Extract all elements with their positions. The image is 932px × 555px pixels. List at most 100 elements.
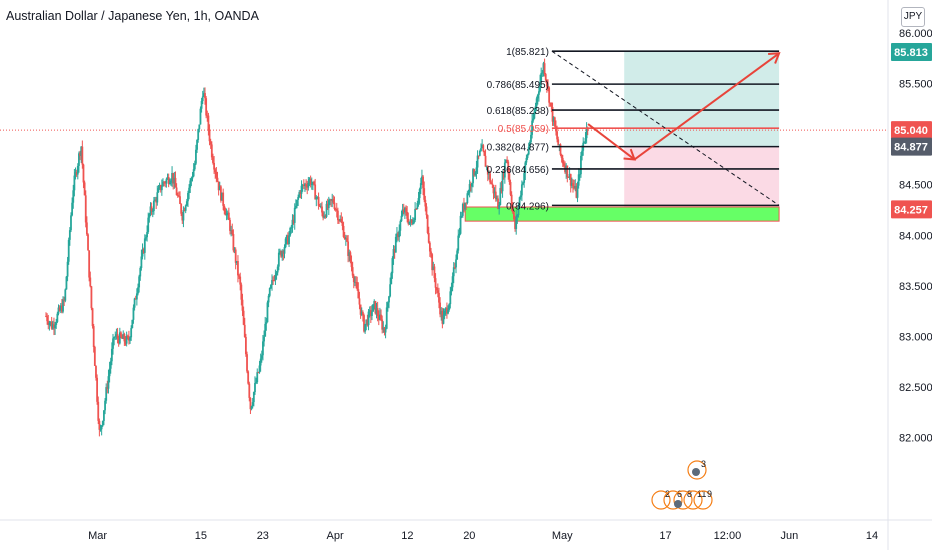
candle-body (187, 192, 189, 202)
candle-body (549, 102, 552, 104)
candle-body (101, 420, 104, 426)
candle-body (419, 183, 422, 190)
candle-body (251, 402, 254, 407)
candle-body (301, 184, 304, 186)
candle-body (79, 153, 81, 156)
candle-body (174, 177, 177, 188)
candle-body (423, 188, 426, 200)
x-tick-label: 15 (195, 530, 207, 542)
candle-body (574, 186, 577, 189)
candle-body (388, 296, 390, 303)
candle-body (309, 179, 312, 185)
candle-body (229, 219, 231, 231)
candle-body (344, 238, 347, 240)
event-marker-label: 11 (697, 489, 706, 499)
candle-body (534, 106, 537, 112)
candle-body (197, 129, 200, 140)
candle-body (247, 371, 250, 384)
candle-body (239, 276, 242, 285)
candle-body (145, 237, 147, 239)
candle-body (346, 238, 348, 242)
candle-body (182, 210, 185, 221)
candle-body (276, 266, 279, 273)
projection-segment (633, 52, 780, 161)
candle-body (171, 172, 173, 181)
candle-body (460, 215, 463, 217)
candle-body (89, 277, 92, 287)
candle-body (157, 188, 160, 193)
event-markers: 3 2 6 8 11 9 (651, 459, 713, 510)
candle-body (268, 288, 271, 296)
candle-body (446, 308, 448, 314)
currency-badge[interactable]: JPY (901, 7, 925, 27)
candle-body (218, 186, 221, 191)
candle-body (542, 63, 545, 73)
candle-body (133, 298, 136, 308)
candle-body (66, 261, 69, 277)
candle-body (407, 218, 410, 224)
candle-body (131, 319, 134, 329)
candle-body (165, 179, 168, 184)
candle-body (113, 337, 116, 339)
candle-body (96, 377, 99, 402)
candle-body (103, 410, 105, 421)
candle-body (300, 185, 303, 194)
candle-body (123, 334, 126, 342)
price-badge (891, 200, 932, 219)
candle-body (476, 155, 479, 168)
candle-body (202, 93, 205, 97)
candle-body (473, 169, 476, 176)
x-tick-label: 23 (257, 530, 269, 542)
candle-body (50, 321, 53, 329)
candle-body (421, 176, 423, 184)
candle-body (548, 87, 551, 103)
candle-body (396, 233, 398, 237)
candle-body (68, 230, 71, 240)
candle-body (390, 273, 393, 285)
candle-body (580, 155, 582, 175)
candle-body (176, 195, 179, 196)
candle-body (550, 102, 553, 108)
candle-body (364, 323, 367, 332)
candle-body (444, 308, 447, 311)
candle-body (329, 199, 331, 201)
candle-body (400, 215, 403, 222)
fib-level-label: 0.236(84.656) (487, 165, 549, 176)
candle-body (545, 80, 548, 87)
candle-body (343, 236, 346, 240)
candle-body (367, 311, 370, 326)
candle-body (505, 159, 507, 163)
candle-body (293, 207, 296, 223)
candle-body (500, 187, 503, 192)
fib-level-label: 0.5(85.059) (498, 124, 549, 135)
candle-body (189, 180, 192, 188)
candle-body (568, 174, 571, 178)
candle-body (330, 199, 332, 201)
candle-body (242, 310, 245, 325)
candle-body (110, 348, 113, 362)
candle-body (297, 197, 300, 200)
candle-body (296, 199, 298, 206)
candle-body (541, 72, 544, 74)
candle-body (484, 155, 487, 167)
candle-body (207, 115, 210, 130)
candle-body (530, 134, 532, 143)
candle-body (132, 307, 135, 320)
fib-trend-line (551, 50, 780, 206)
candle-body (150, 206, 153, 212)
candle-body (532, 118, 535, 121)
candle-body (477, 155, 480, 157)
candle-body (184, 205, 187, 211)
candle-body (456, 250, 459, 260)
candle-body (252, 392, 255, 403)
candle-body (134, 298, 137, 300)
candle-body (223, 205, 226, 212)
event-marker-circle (673, 490, 693, 510)
candle-body (198, 124, 201, 130)
candle-body (509, 181, 512, 195)
candle-body (399, 221, 402, 231)
candle-body (374, 300, 377, 314)
candle-body (348, 252, 351, 257)
